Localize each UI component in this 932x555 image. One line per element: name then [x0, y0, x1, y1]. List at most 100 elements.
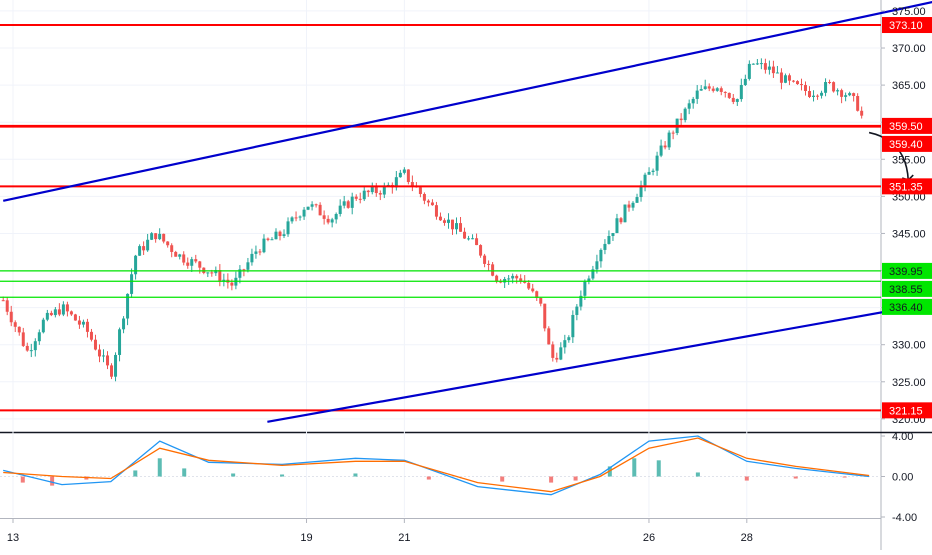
candle-down	[663, 141, 667, 150]
candle-body	[218, 270, 222, 282]
candle-up	[848, 91, 852, 97]
candle-body	[158, 233, 162, 240]
candle-up	[402, 167, 406, 175]
candle-up	[691, 96, 695, 109]
candle-up	[631, 201, 635, 211]
macd-histogram-bar	[231, 473, 236, 477]
candle-up	[274, 228, 278, 240]
candle-body	[61, 304, 65, 315]
level-price-label-text: 339.95	[889, 266, 923, 278]
channel-trend-line	[267, 302, 932, 423]
candle-down	[627, 200, 631, 212]
candle-body	[258, 251, 262, 253]
candle-body	[743, 78, 747, 86]
candle-body	[174, 251, 178, 257]
candle-up	[45, 309, 49, 322]
candle-body	[727, 92, 731, 98]
candle-body	[45, 312, 49, 320]
candle-down	[89, 328, 93, 342]
candle-body	[467, 238, 471, 240]
candle-down	[808, 86, 812, 99]
candle-down	[354, 194, 358, 201]
price-tick-label: 330.00	[892, 340, 926, 352]
candle-body	[651, 170, 655, 172]
candle-body	[695, 90, 699, 99]
candle-body	[9, 311, 13, 323]
level-price-label-bg	[882, 117, 932, 134]
candle-body	[374, 186, 378, 194]
macd-histogram-bar	[20, 476, 25, 483]
candle-down	[711, 86, 715, 93]
candle-down	[422, 192, 426, 205]
candle-body	[93, 339, 97, 350]
candle-down	[57, 303, 61, 317]
candle-up	[306, 206, 310, 211]
candle-body	[856, 96, 860, 111]
candle-body	[739, 85, 743, 100]
candle-up	[783, 73, 787, 84]
candle-up	[503, 276, 507, 288]
candle-body	[13, 322, 17, 327]
candle-body	[595, 261, 599, 270]
candle-down	[719, 86, 723, 96]
trend-channel[interactable]	[2, 0, 932, 423]
candle-up	[234, 271, 238, 290]
candle-body	[106, 355, 110, 366]
candle-down	[515, 274, 519, 284]
candle-body	[17, 326, 21, 333]
candle-up	[655, 151, 659, 176]
candle-body	[543, 303, 547, 329]
candle-body	[1, 300, 5, 302]
price-axis[interactable]: 375.00370.00365.00360.00355.00350.00345.…	[881, 6, 926, 426]
macd-histogram-bar	[695, 472, 700, 477]
candle-body	[170, 245, 174, 252]
candle-body	[703, 86, 707, 90]
macd-axis[interactable]: 4.00 0.00 -4.00	[881, 431, 917, 524]
candle-up	[398, 169, 402, 178]
candle-down	[406, 169, 410, 185]
candle-up	[651, 168, 655, 176]
candle-down	[475, 233, 479, 246]
candle-up	[394, 171, 398, 191]
time-axis[interactable]: 1319212628Sep59	[7, 518, 932, 544]
macd-histogram-bar	[656, 460, 661, 477]
horizontal-levels[interactable]	[0, 24, 881, 412]
candle-body	[824, 82, 828, 93]
macd-histogram-bar	[426, 476, 431, 480]
candle-down	[787, 73, 791, 86]
candle-body	[346, 201, 350, 208]
level-price-label-bg	[882, 262, 932, 279]
channel-trend-line	[2, 1, 932, 202]
candle-body	[25, 345, 29, 351]
candle-body	[567, 337, 571, 341]
candle-up	[238, 265, 242, 284]
candle-body	[627, 204, 631, 208]
candle-body	[587, 278, 591, 282]
candle-body	[138, 246, 142, 256]
candle-up	[507, 274, 511, 285]
candle-body	[274, 231, 278, 240]
candle-up	[659, 139, 663, 158]
candle-body	[683, 108, 687, 121]
candle-up	[703, 79, 707, 90]
candle-body	[779, 72, 783, 83]
candle-down	[463, 227, 467, 239]
candle-down	[723, 91, 727, 98]
candle-body	[426, 200, 430, 203]
candle-down	[17, 326, 21, 336]
candle-body	[398, 172, 402, 178]
candle-down	[186, 257, 190, 269]
candle-body	[579, 295, 583, 307]
candle-body	[114, 354, 118, 377]
candle-body	[394, 177, 398, 188]
candle-body	[519, 278, 523, 281]
candle-body	[575, 306, 579, 315]
candle-body	[198, 261, 202, 268]
candle-body	[142, 246, 146, 251]
candle-body	[350, 196, 354, 208]
candle-up	[739, 78, 743, 102]
candle-up	[122, 316, 126, 334]
candle-body	[539, 297, 543, 304]
